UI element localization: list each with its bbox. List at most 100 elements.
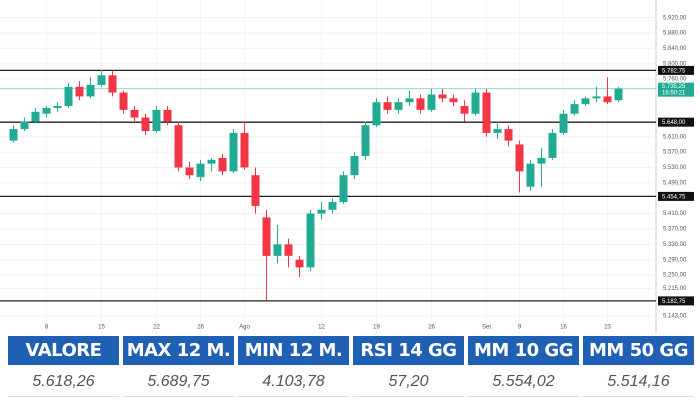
level-box [658,117,694,127]
candle-body [405,98,414,103]
y-tick-label: 5.530,00 [663,165,687,171]
last-price-label: 5.735,25 [662,84,686,90]
candle-body [53,106,62,108]
level-box [658,296,694,306]
table-header: MM 50 GG [583,336,694,365]
candle-body [317,209,326,214]
table-header: MAX 12 M. [123,336,234,365]
candle-body [174,125,183,168]
y-tick-label: 5.800,00 [663,61,687,67]
candle-body [570,104,579,114]
chart: 5.920,00 5.880,00 5.840,00 5.800,00 5.760,00… [0,0,694,334]
x-tick-label: 15 [98,325,105,331]
candle-body [240,132,249,168]
candle-body [251,175,260,206]
level-box [658,191,694,201]
y-tick-label: 5.880,00 [663,31,687,37]
candle-body [427,94,436,110]
candle-body [75,86,84,97]
x-tick-label: 22 [153,325,160,331]
candle-body [383,102,392,110]
candle-body [493,129,502,133]
candle-body [306,213,315,268]
candle-body [284,244,293,256]
last-price-box [658,82,694,97]
y-tick-label: 5.290,00 [663,257,687,263]
candle-body [295,259,304,268]
table-value: 5.618,26 [8,368,119,397]
candle-body [559,113,568,133]
y-tick-label: 5.920,00 [663,15,687,21]
candle-body [262,217,271,256]
candle-body [130,109,139,118]
x-tick-label: 9 [518,325,522,331]
candle-body [350,155,359,176]
candle-body [449,98,458,103]
candle-body [460,106,469,114]
candle-body [42,107,51,114]
candle-body [152,109,161,132]
table-header: RSI 14 GG [353,336,464,365]
candle-body [416,98,425,110]
candle-body [548,132,557,158]
y-tick-label: 5.840,00 [663,46,687,52]
candle-body [163,109,172,122]
candle-body [185,167,194,176]
candle-body [64,86,73,107]
x-tick-label: 12 [318,325,325,331]
y-tick-label: 5.250,00 [663,273,687,279]
x-tick-label: 19 [373,325,380,331]
y-tick-label: 5.410,00 [663,211,687,217]
table-value: 5.514,16 [583,368,694,397]
table-value: 4.103,78 [238,368,349,397]
candle-body [31,111,40,122]
table-header: VALORE [8,336,119,365]
candle-body [9,129,18,141]
x-tick-label: Set [482,325,491,331]
x-tick-label: 26 [428,325,435,331]
table-value: 57,20 [353,368,464,397]
candle-body [141,117,150,132]
y-tick-label: 5.570,00 [663,150,687,156]
x-tick-label: 16 [560,325,567,331]
y-tick-label: 5.760,00 [663,77,687,83]
level-label: 5.782,75 [662,68,686,74]
candle-body [273,244,282,256]
candle-body [86,84,95,97]
candle-body [339,175,348,203]
level-box [658,65,694,75]
table-header: MIN 12 M. [238,336,349,365]
candle-body [537,157,546,164]
last-price-time: 16:50:21 [662,91,686,97]
candle-body [218,157,227,172]
table-value: 5.689,75 [123,368,234,397]
candle-body [328,202,337,210]
candle-body [394,102,403,110]
candle-body [482,92,491,133]
candle-body [108,75,117,93]
candle-body [603,96,612,103]
candle-body [614,88,623,101]
summary-table: VALORE MAX 12 M. MIN 12 M. RSI 14 GG MM 10 G… [8,336,694,397]
candle-body [581,98,590,105]
x-tick-label: 26 [197,325,204,331]
level-label: 5.648,00 [662,120,686,126]
level-label: 5.182,75 [662,299,686,305]
candle-body [119,92,128,110]
candle-body [20,121,29,130]
candle-body [515,144,524,172]
table-header: MM 10 GG [468,336,579,365]
level-label: 5.454,75 [662,194,686,200]
y-tick-label: 5.215,00 [663,286,687,292]
y-tick-label: 5.370,00 [663,227,687,233]
candle-body [438,94,447,99]
candle-body [592,96,601,99]
candle-body [504,129,513,141]
candle-body [207,159,216,164]
y-tick-label: 5.330,00 [663,242,687,248]
table-value: 5.554,02 [468,368,579,397]
y-tick-label: 5.490,00 [663,180,687,186]
y-tick-label: 5.143,00 [663,314,687,320]
candle-body [361,125,370,156]
